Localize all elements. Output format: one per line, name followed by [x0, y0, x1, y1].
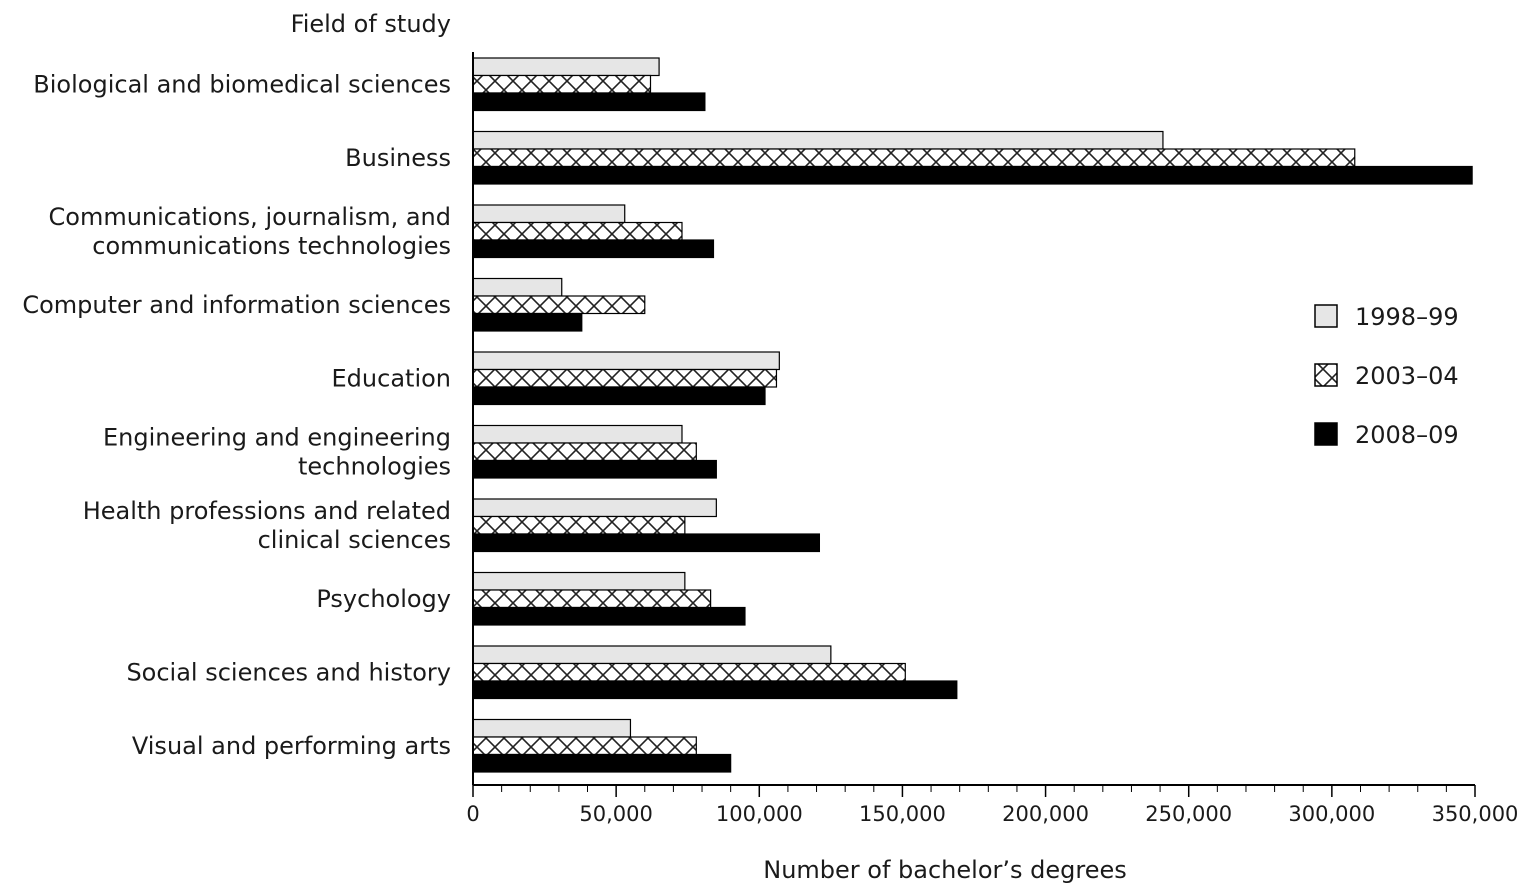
bar: [472, 606, 746, 626]
x-tick-label: 350,000: [1432, 802, 1519, 826]
legend-label: 2008–09: [1355, 421, 1459, 449]
bar: [472, 165, 1473, 185]
bar: [472, 277, 563, 297]
legend-swatch: [1314, 422, 1338, 446]
category-label: Communications, journalism, and communica…: [49, 203, 451, 260]
legend-label: 2003–04: [1355, 362, 1459, 390]
bar: [472, 148, 1356, 168]
bar: [472, 442, 697, 462]
x-tick-label: 50,000: [579, 802, 652, 826]
x-axis-ticks: 0 50,000 100,000 150,000 200,000 250,000 300,0…: [466, 785, 1518, 826]
bar: [472, 736, 697, 756]
category-label: Engineering and engineering technologies: [103, 423, 451, 480]
bar: [472, 130, 1164, 150]
bar: [472, 204, 626, 224]
bar: [472, 74, 652, 94]
legend: 1998–99 2003–04 2008–09: [1314, 303, 1459, 449]
bar: [472, 312, 583, 332]
bars-layer: [472, 57, 1473, 773]
x-tick-label: 0: [466, 802, 479, 826]
legend-label: 1998–99: [1355, 303, 1459, 331]
bar: [472, 718, 632, 738]
bar: [472, 424, 683, 444]
bar: [472, 351, 780, 371]
bar: [472, 515, 686, 535]
x-axis-title: Number of bachelor’s degrees: [763, 856, 1127, 884]
category-label: Psychology: [316, 585, 451, 613]
category-label: Biological and biomedical sciences: [33, 70, 451, 98]
bar: [472, 239, 715, 259]
legend-swatch: [1314, 304, 1338, 328]
bar: [472, 589, 712, 609]
bar: [472, 368, 778, 388]
x-tick-label: 100,000: [716, 802, 803, 826]
bar: [472, 221, 683, 241]
category-label: Business: [345, 144, 451, 172]
x-tick-label: 150,000: [859, 802, 946, 826]
bar: [472, 498, 717, 518]
bar: [472, 459, 717, 479]
category-label: Education: [332, 364, 451, 392]
category-labels: Biological and biomedical sciences Busine…: [22, 70, 451, 760]
bar: [472, 645, 832, 665]
bar: [472, 753, 732, 773]
legend-swatch: [1314, 363, 1338, 387]
category-label: Health professions and related clinical s…: [83, 497, 451, 554]
bar: [472, 295, 646, 315]
y-axis-title: Field of study: [291, 10, 451, 38]
bar: [472, 533, 821, 553]
x-tick-label: 200,000: [1002, 802, 1089, 826]
x-tick-label: 300,000: [1288, 802, 1375, 826]
bar: [472, 680, 958, 700]
bar: [472, 662, 906, 682]
bar: [472, 571, 686, 591]
bar: [472, 57, 660, 77]
category-label: Visual and performing arts: [132, 732, 451, 760]
x-tick-label: 250,000: [1145, 802, 1232, 826]
category-label: Computer and information sciences: [22, 291, 451, 319]
category-label: Social sciences and history: [126, 658, 451, 686]
bar: [472, 92, 706, 112]
bar: [472, 386, 766, 406]
